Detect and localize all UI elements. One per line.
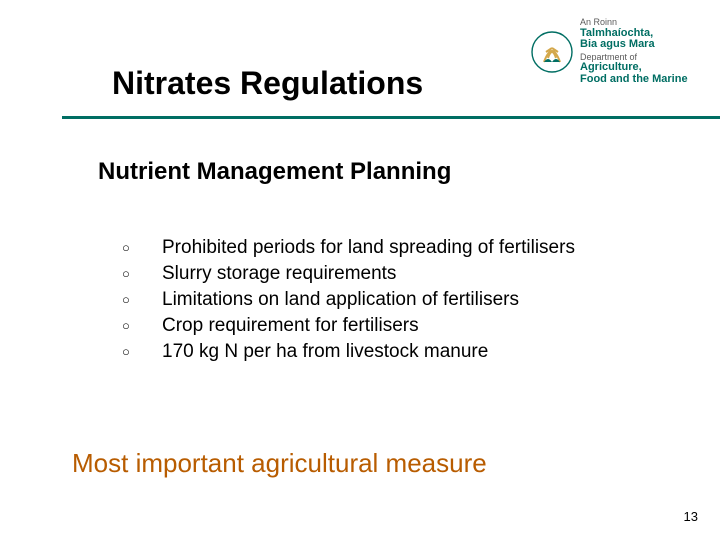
bullet-icon: ○ xyxy=(122,288,162,312)
list-item: ○ 170 kg N per ha from livestock manure xyxy=(122,340,622,364)
bullet-text: Crop requirement for fertilisers xyxy=(162,314,419,338)
header-area: Nitrates Regulations An Roinn Talmhaíoch… xyxy=(0,0,720,128)
bullet-text: 170 kg N per ha from livestock manure xyxy=(162,340,488,364)
bullet-icon: ○ xyxy=(122,340,162,364)
section-heading: Nutrient Management Planning xyxy=(98,158,451,186)
list-item: ○ Crop requirement for fertilisers xyxy=(122,314,622,338)
logo-text: An Roinn Talmhaíochta, Bia agus Mara Dep… xyxy=(580,18,688,85)
header-divider xyxy=(62,116,720,119)
bullet-text: Prohibited periods for land spreading of… xyxy=(162,236,575,260)
footer-note: Most important agricultural measure xyxy=(72,448,487,479)
logo-ga-line3: Bia agus Mara xyxy=(580,39,688,51)
bullet-icon: ○ xyxy=(122,262,162,286)
wheat-leaf-icon xyxy=(530,30,574,74)
slide-title: Nitrates Regulations xyxy=(112,65,423,102)
dept-logo: An Roinn Talmhaíochta, Bia agus Mara Dep… xyxy=(530,6,716,98)
list-item: ○ Prohibited periods for land spreading … xyxy=(122,236,622,260)
logo-en-line3: Food and the Marine xyxy=(580,74,688,86)
bullet-text: Limitations on land application of ferti… xyxy=(162,288,519,312)
list-item: ○ Limitations on land application of fer… xyxy=(122,288,622,312)
page-number: 13 xyxy=(684,509,698,524)
slide: Nitrates Regulations An Roinn Talmhaíoch… xyxy=(0,0,720,540)
bullet-text: Slurry storage requirements xyxy=(162,262,396,286)
bullet-icon: ○ xyxy=(122,236,162,260)
bullet-list: ○ Prohibited periods for land spreading … xyxy=(122,236,622,366)
list-item: ○ Slurry storage requirements xyxy=(122,262,622,286)
bullet-icon: ○ xyxy=(122,314,162,338)
